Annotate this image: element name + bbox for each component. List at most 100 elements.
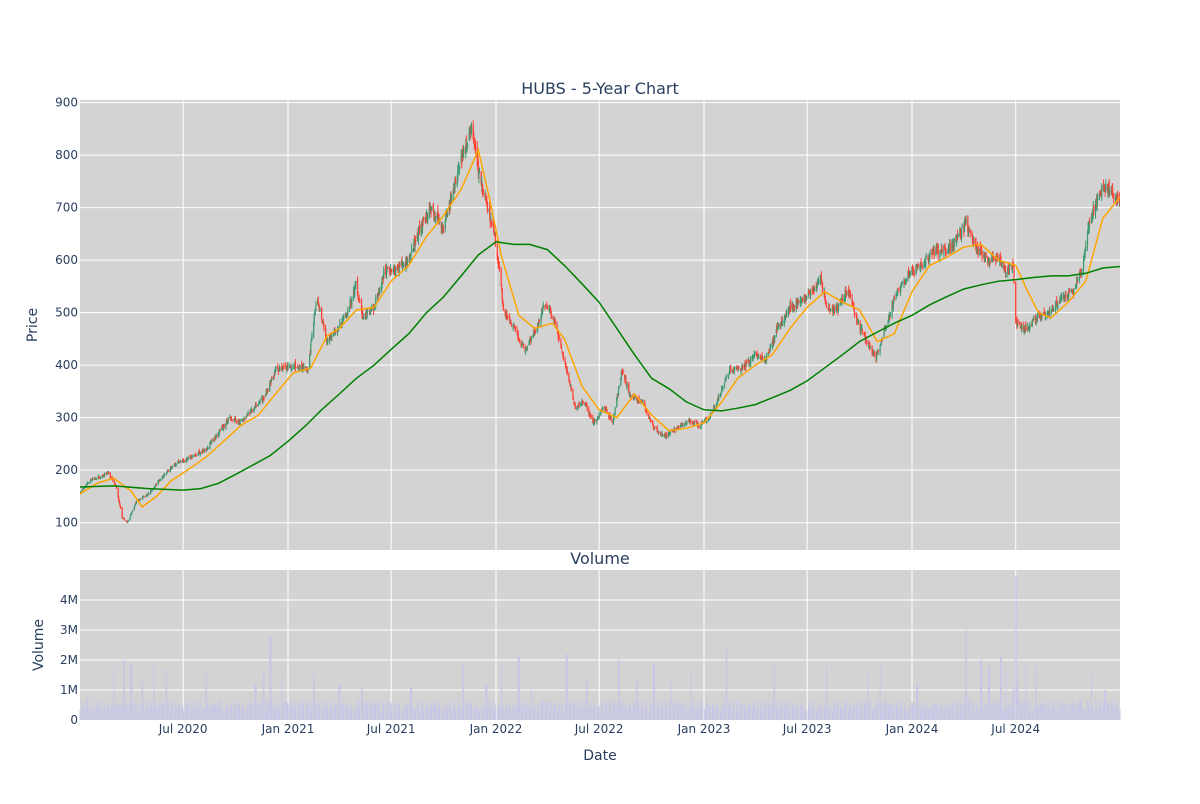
candle-body (921, 266, 923, 268)
candle-body (159, 479, 161, 481)
candle-body (274, 367, 277, 372)
volume-bar (778, 708, 780, 720)
candle-body (630, 396, 632, 398)
candle-body (574, 402, 576, 404)
candle-body (725, 376, 727, 378)
candle-body (321, 308, 323, 320)
volume-bar (881, 705, 883, 720)
volume-bar (175, 710, 177, 720)
volume-bar (449, 701, 451, 720)
volume-bar (769, 706, 771, 720)
candle-body (759, 356, 762, 358)
volume-bar (529, 705, 531, 720)
volume-bar (497, 706, 499, 720)
volume-bar (590, 701, 592, 720)
volume-bar (947, 702, 949, 720)
candle-body (1031, 320, 1033, 326)
candle-body (881, 341, 883, 343)
candle-body (816, 283, 819, 285)
volume-bar (1059, 700, 1061, 720)
candle-body (554, 321, 556, 323)
candle-body (808, 292, 811, 294)
volume-bar (897, 708, 899, 720)
candle-body (646, 410, 648, 415)
volume-bar (1067, 711, 1069, 720)
candle-body (992, 255, 994, 258)
volume-bar (1001, 698, 1003, 720)
volume-bar (676, 704, 678, 720)
volume-bar (718, 712, 720, 720)
candle-body (737, 368, 739, 370)
volume-bar (896, 704, 898, 720)
candle-body (879, 346, 881, 352)
candle-body (853, 311, 856, 315)
volume-y-tick-label: 0 (70, 713, 78, 727)
volume-bar (86, 699, 88, 720)
candle-body (481, 180, 483, 186)
candle-body (458, 166, 461, 169)
volume-bar (1115, 705, 1117, 720)
candle-body (975, 238, 977, 249)
volume-bar (1088, 707, 1090, 720)
candle-body (668, 433, 670, 437)
volume-bar (844, 701, 846, 720)
volume-bar (142, 681, 144, 720)
volume-bar (939, 710, 941, 720)
volume-bar (1027, 701, 1029, 720)
candle-body (279, 367, 281, 369)
volume-bar (504, 709, 506, 720)
volume-bar (441, 711, 443, 720)
volume-bar (779, 706, 781, 720)
volume-bar (735, 709, 737, 720)
volume-bar (484, 707, 486, 720)
candle-body (1025, 325, 1027, 332)
volume-bar (327, 706, 329, 720)
candle-body (341, 322, 343, 325)
candle-body (896, 290, 898, 295)
volume-bar (109, 708, 111, 720)
volume-bar (398, 711, 400, 720)
candle-body (1033, 318, 1035, 320)
volume-bar (1041, 703, 1043, 720)
candle-body (861, 329, 864, 334)
volume-bar (852, 703, 854, 720)
volume-bar (166, 704, 168, 720)
candle-body (548, 309, 550, 311)
candle-body (872, 353, 874, 355)
candle-body (425, 215, 428, 217)
candle-body (928, 258, 930, 262)
volume-bar (237, 704, 239, 720)
candle-body (1062, 295, 1065, 298)
volume-bar (964, 694, 966, 720)
volume-bar (533, 710, 535, 720)
candle-body (750, 356, 752, 365)
candle-body (234, 417, 237, 419)
candle-body (844, 289, 846, 301)
volume-bar (1079, 704, 1081, 720)
candle-body (107, 471, 109, 473)
volume-bar (1064, 704, 1066, 720)
candle-body (389, 272, 391, 274)
volume-bar (823, 709, 825, 720)
volume-bar (341, 704, 343, 720)
candle-body (362, 313, 364, 318)
volume-bar (367, 700, 369, 720)
volume-bar (1047, 707, 1049, 720)
candle-body (1037, 314, 1039, 318)
volume-bar (821, 708, 823, 720)
volume-bar (702, 701, 704, 720)
volume-bar (417, 702, 419, 720)
volume-bar (331, 708, 333, 720)
candle-body (457, 169, 459, 181)
volume-bar (505, 702, 507, 720)
candle-body (1076, 279, 1078, 285)
volume-bar (813, 703, 815, 720)
candle-body (967, 218, 969, 232)
volume-bar (877, 700, 879, 720)
candle-body (915, 268, 917, 275)
candle-body (277, 366, 279, 369)
volume-bar (690, 672, 692, 720)
candle-body (721, 388, 723, 392)
candle-body (494, 232, 496, 235)
volume-bar (672, 704, 674, 720)
